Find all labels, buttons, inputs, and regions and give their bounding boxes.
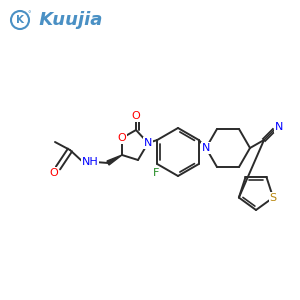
Text: N: N: [202, 143, 210, 153]
Text: F: F: [153, 168, 159, 178]
Text: S: S: [270, 193, 277, 202]
Text: O: O: [118, 133, 126, 143]
Text: °: °: [28, 11, 31, 17]
Text: NH: NH: [82, 157, 98, 167]
Text: Kuujia: Kuujia: [33, 11, 102, 29]
Polygon shape: [107, 155, 122, 165]
Text: K: K: [16, 15, 24, 25]
Text: N: N: [275, 122, 283, 132]
Text: N: N: [144, 138, 152, 148]
Text: O: O: [132, 111, 140, 121]
Text: O: O: [50, 168, 58, 178]
